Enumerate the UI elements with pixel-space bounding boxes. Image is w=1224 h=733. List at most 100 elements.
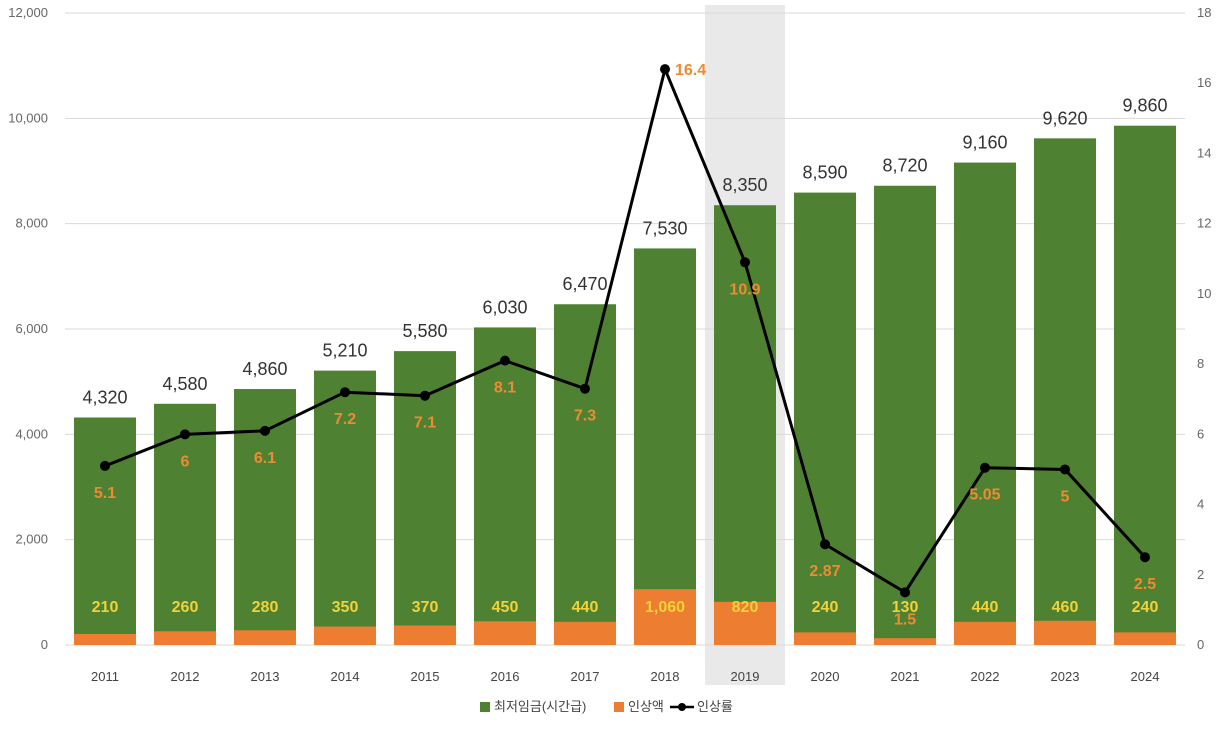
- right-axis-tick: 12: [1197, 216, 1211, 231]
- x-axis-category: 2013: [251, 669, 280, 684]
- total-value-label: 9,860: [1122, 96, 1167, 116]
- increase-value-label: 820: [732, 599, 759, 616]
- right-axis-tick: 10: [1197, 286, 1211, 301]
- increase-value-label: 460: [1052, 599, 1079, 616]
- increase-value-label: 130: [892, 599, 919, 616]
- legend-swatch-wage: [480, 702, 490, 712]
- x-axis-category: 2018: [651, 669, 680, 684]
- bar-increase-amount: [234, 630, 296, 645]
- rate-value-label: 1.5: [894, 611, 916, 628]
- rate-value-label: 16.4: [675, 62, 706, 79]
- right-axis-tick: 2: [1197, 567, 1204, 582]
- x-axis-category: 2023: [1051, 669, 1080, 684]
- rate-point: [820, 539, 830, 550]
- bar-increase-amount: [634, 589, 696, 645]
- left-axis-tick: 2,000: [15, 532, 48, 547]
- bar-minimum-wage: [74, 417, 136, 645]
- rate-value-label: 5.05: [969, 487, 1000, 504]
- increase-value-label: 210: [92, 599, 119, 616]
- rate-line: [104, 67, 1147, 594]
- legend-swatch-increase: [614, 702, 624, 712]
- left-axis-tick: 0: [41, 637, 48, 652]
- total-value-label: 9,160: [962, 133, 1007, 153]
- bar-minimum-wage: [714, 205, 776, 645]
- rate-point: [660, 64, 670, 75]
- bar-increase-amount: [474, 621, 536, 645]
- rate-point: [260, 425, 270, 436]
- bar-minimum-wage: [554, 304, 616, 645]
- bar-minimum-wage: [1034, 138, 1096, 645]
- right-axis-tick: 16: [1197, 75, 1211, 90]
- increase-value-label: 370: [412, 599, 439, 616]
- bar-minimum-wage: [314, 370, 376, 645]
- left-axis-tick: 6,000: [15, 321, 48, 336]
- rate-point: [420, 390, 430, 401]
- total-value-label: 4,580: [162, 374, 207, 394]
- total-value-label: 4,320: [82, 387, 127, 407]
- x-axis-category: 2024: [1131, 669, 1160, 684]
- total-value-label: 6,470: [562, 274, 607, 294]
- bar-minimum-wage: [1114, 125, 1176, 645]
- x-axis-category: 2017: [571, 669, 600, 684]
- bar-increase-amount: [74, 633, 136, 645]
- total-value-label: 5,210: [322, 341, 367, 361]
- bar-increase-amount: [154, 631, 216, 645]
- bar-increase-amount: [714, 601, 776, 645]
- rate-point: [980, 462, 990, 473]
- total-value-label: 8,350: [722, 175, 767, 195]
- increase-value-label: 440: [972, 599, 999, 616]
- increase-value-label: 450: [492, 599, 519, 616]
- rate-value-label: 5: [1061, 488, 1070, 505]
- total-value-label: 9,620: [1042, 108, 1087, 128]
- bar-increase-amount: [394, 625, 456, 645]
- rate-value-label: 2.87: [809, 563, 840, 580]
- increase-value-label: 1,060: [645, 599, 685, 616]
- rate-value-label: 2.5: [1134, 576, 1156, 593]
- rate-point: [500, 355, 510, 366]
- increase-value-label: 350: [332, 599, 359, 616]
- rate-point: [340, 387, 350, 398]
- rate-value-label: 6.1: [254, 450, 276, 467]
- total-value-label: 4,860: [242, 359, 287, 379]
- right-axis-tick: 6: [1197, 426, 1204, 441]
- x-axis-category: 2022: [971, 669, 1000, 684]
- legend-label-rate: 인상률: [697, 699, 733, 714]
- right-axis-tick: 14: [1197, 145, 1211, 160]
- x-axis-category: 2020: [811, 669, 840, 684]
- left-axis-tick: 4,000: [15, 426, 48, 441]
- rate-value-label: 7.2: [334, 411, 356, 428]
- bar-minimum-wage: [874, 185, 936, 645]
- increase-value-label: 240: [1132, 599, 1159, 616]
- increase-value-label: 440: [572, 599, 599, 616]
- total-value-label: 5,580: [402, 321, 447, 341]
- bar-minimum-wage: [634, 248, 696, 646]
- rate-point: [180, 429, 190, 440]
- x-axis-category: 2014: [331, 669, 360, 684]
- rate-value-label: 10.9: [729, 281, 760, 298]
- bar-increase-amount: [554, 621, 616, 645]
- rate-point: [580, 383, 590, 394]
- legend-swatch-rate-dot: [678, 703, 686, 711]
- increase-value-label: 240: [812, 599, 839, 616]
- rate-value-label: 7.1: [414, 415, 436, 432]
- legend-label-wage: 최저임금(시간급): [494, 699, 586, 714]
- rate-value-label: 7.3: [574, 408, 596, 425]
- total-value-label: 7,530: [642, 218, 687, 238]
- total-value-label: 8,590: [802, 163, 847, 183]
- rate-point: [1060, 464, 1070, 475]
- total-value-label: 8,720: [882, 156, 927, 176]
- x-axis-category: 2021: [891, 669, 920, 684]
- bar-increase-amount: [954, 621, 1016, 645]
- x-axis-category: 2015: [411, 669, 440, 684]
- x-axis-category: 2019: [731, 669, 760, 684]
- bar-increase-amount: [1114, 632, 1176, 645]
- right-axis-tick: 18: [1197, 5, 1211, 20]
- rate-point: [1140, 552, 1150, 563]
- increase-value-label: 280: [252, 599, 279, 616]
- bar-minimum-wage: [954, 162, 1016, 645]
- left-axis-tick: 10,000: [8, 110, 48, 125]
- total-value-label: 6,030: [482, 297, 527, 317]
- rate-point: [900, 587, 910, 598]
- right-axis-tick: 8: [1197, 356, 1204, 371]
